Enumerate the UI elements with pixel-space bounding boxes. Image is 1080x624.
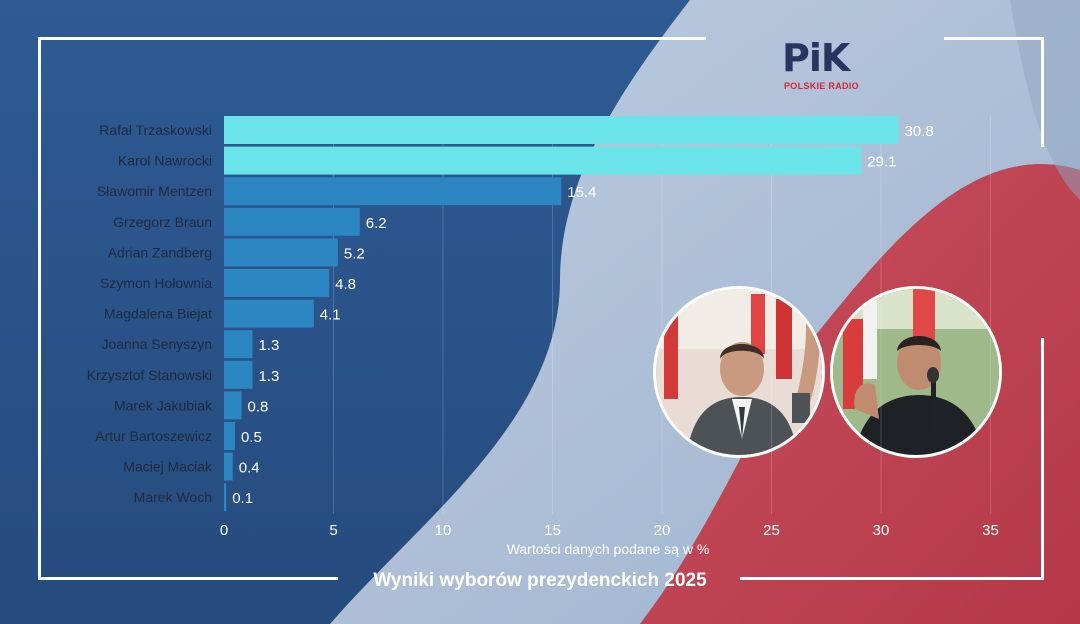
value-label: 0.8	[248, 398, 269, 415]
category-label: Adrian Zandberg	[108, 244, 212, 260]
category-label: Szymon Hołownia	[100, 275, 212, 291]
frame-bottom-left	[38, 577, 338, 580]
logo-mark: PiK	[782, 36, 850, 80]
value-label: 6.2	[366, 215, 387, 232]
value-label: 0.4	[239, 460, 260, 477]
x-tick-label: 5	[329, 522, 337, 539]
x-tick-label: 30	[873, 522, 890, 539]
logo-subtitle: POLSKIE RADIO	[784, 81, 859, 91]
x-tick-label: 25	[763, 522, 780, 539]
category-label: Joanna Senyszyn	[101, 336, 212, 352]
category-label: Magdalena Biejat	[104, 306, 212, 322]
category-label: Grzegorz Braun	[113, 214, 212, 230]
bar	[224, 452, 233, 481]
category-label: Rafał Trzaskowski	[99, 122, 212, 138]
bar	[224, 330, 253, 359]
bar	[224, 269, 330, 297]
category-label: Artur Bartoszewicz	[95, 428, 212, 444]
value-label: 15.4	[567, 184, 596, 201]
polskie-radio-pik-logo: PiK POLSKIE RADIO	[782, 38, 866, 94]
bar	[224, 116, 899, 144]
value-label: 29.1	[867, 154, 896, 171]
x-tick-label: 15	[544, 522, 561, 539]
value-label: 4.1	[320, 307, 341, 324]
candidate-photo-trzaskowski	[653, 286, 825, 458]
value-label: 0.1	[232, 490, 253, 507]
frame-top-right	[944, 37, 1044, 40]
frame-bottom-right	[740, 577, 1044, 580]
bar	[224, 483, 227, 512]
bar	[224, 146, 862, 175]
bar	[224, 299, 314, 328]
x-tick-label: 20	[654, 522, 671, 539]
bar	[224, 391, 242, 420]
x-tick-label: 10	[435, 522, 452, 539]
value-label: 4.8	[335, 276, 356, 293]
bar	[224, 177, 562, 206]
value-label: 0.5	[241, 429, 262, 446]
frame-top-left	[38, 37, 706, 40]
x-axis-title: Wartości danych podane są w %	[507, 541, 710, 557]
category-label: Marek Woch	[134, 489, 212, 505]
value-label: 1.3	[258, 337, 279, 354]
value-label: 30.8	[905, 123, 934, 140]
category-label: Karol Nawrocki	[118, 153, 212, 169]
value-label: 1.3	[258, 368, 279, 385]
category-label: Maciej Maciak	[123, 459, 213, 475]
category-label: Marek Jakubiak	[114, 397, 213, 413]
category-label: Krzysztof Stanowski	[87, 367, 212, 383]
frame-left	[38, 37, 41, 580]
portrait-photo-icon	[656, 289, 822, 455]
x-tick-label: 0	[220, 522, 228, 539]
category-label: Sławomir Mentzen	[97, 183, 212, 199]
frame-right-bottom	[1041, 338, 1044, 580]
footer-title: Wyniki wyborów prezydenckich 2025	[373, 570, 707, 591]
bar	[224, 360, 253, 389]
value-label: 5.2	[344, 245, 365, 262]
bar	[224, 238, 338, 267]
bar	[224, 207, 360, 236]
frame-right-top	[1041, 37, 1044, 147]
bar	[224, 422, 235, 450]
x-tick-label: 35	[982, 522, 999, 539]
